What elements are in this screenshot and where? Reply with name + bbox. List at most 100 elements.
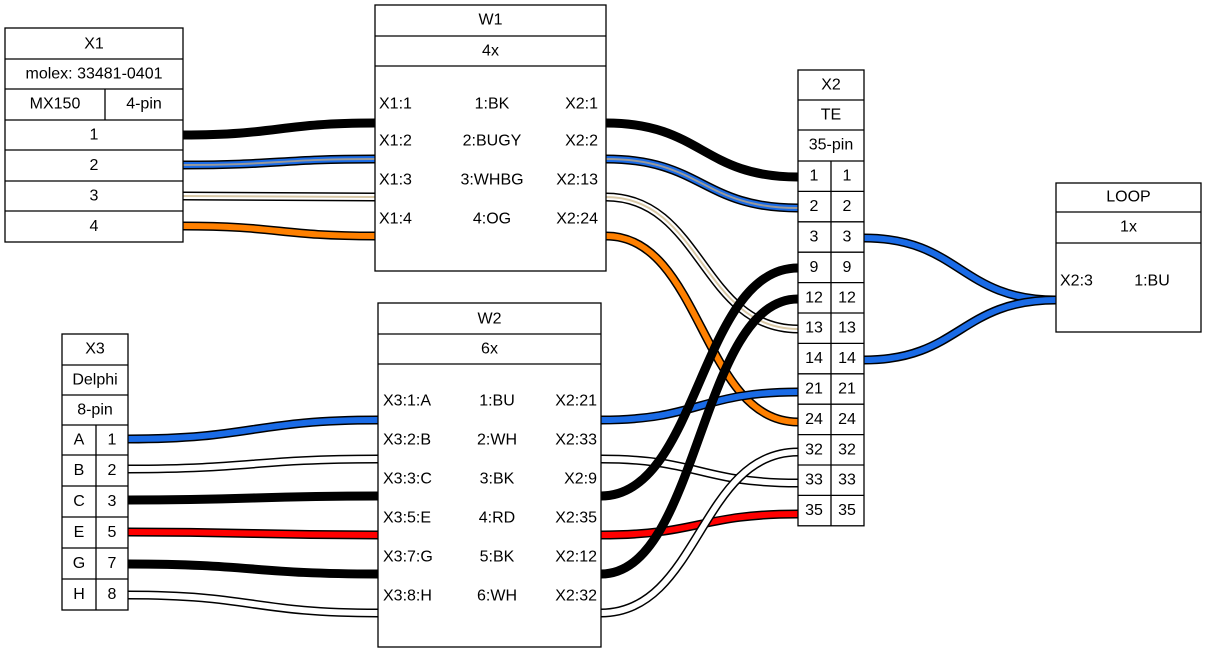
- x3-pin-label: G: [73, 555, 85, 572]
- x2-pin-right: 35: [838, 502, 856, 519]
- x1-title: X1: [84, 36, 104, 53]
- w2-wire-from: X3:8:H: [383, 588, 432, 605]
- w2-wire-label: 1:BU: [479, 393, 515, 410]
- loop-wire-label: 1:BU: [1134, 273, 1170, 290]
- x3-pin-label: B: [74, 462, 85, 479]
- w1-wire-from: X1:3: [379, 172, 412, 189]
- x2-pin-left: 14: [805, 350, 823, 367]
- x2-title: X2: [821, 77, 841, 94]
- w1-wire-label: 1:BK: [475, 96, 510, 113]
- x2-pincount: 35-pin: [809, 137, 853, 154]
- w1-box: [374, 4, 607, 272]
- connector-x3: X3 Delphi 8-pin A 1 B 2 C 3 E 5 G 7 H 8: [61, 333, 129, 611]
- w2-wire-from: X3:2:B: [383, 432, 431, 449]
- x3-pin-label: E: [74, 524, 85, 541]
- w2-count: 6x: [481, 341, 498, 358]
- w1-wire-to: X2:2: [565, 133, 598, 150]
- x1-type: MX150: [30, 96, 81, 113]
- w2-wire-from: X3:1:A: [383, 393, 431, 410]
- x3-pin-num: 1: [108, 432, 117, 449]
- w1-wire-from: X1:1: [379, 96, 412, 113]
- w2-box: [377, 302, 602, 648]
- cable-w1: W1 4x X1:1 1:BK X2:1 X1:2 2:BUGY X2:2 X1:3 3:WHBG…: [374, 4, 607, 272]
- x1-info: molex: 33481-0401: [26, 66, 163, 83]
- w1-wire-4: [182, 221, 799, 427]
- connector-x1: X1 molex: 33481-0401 MX150 4-pin 1 2 3 4: [4, 27, 184, 243]
- x2-pin-left: 2: [810, 198, 819, 215]
- w1-wire-from: X1:2: [379, 133, 412, 150]
- w1-wire-to: X2:13: [556, 172, 598, 189]
- w2-title: W2: [478, 311, 502, 328]
- x1-pin-3: 3: [90, 188, 99, 205]
- w2-wire-label: 3:BK: [480, 471, 515, 488]
- x2-pin-right: 24: [838, 411, 856, 428]
- w2-wire-to: X2:32: [555, 588, 597, 605]
- x2-pin-left: 9: [810, 259, 819, 276]
- w2-wire-to: X2:21: [555, 393, 597, 410]
- w1-wire-label: 4:OG: [473, 211, 511, 228]
- cable-loop: LOOP 1x X2:3 1:BU: [1055, 182, 1202, 333]
- w1-wire-label: 3:WHBG: [460, 172, 523, 189]
- x2-manufacturer: TE: [821, 107, 841, 124]
- w1-wire-label: 2:BUGY: [463, 133, 522, 150]
- w2-wire-5: [127, 294, 799, 579]
- x2-pin-right: 1: [843, 168, 852, 185]
- x2-pin-left: 35: [805, 502, 823, 519]
- w2-wire-to: X2:33: [555, 432, 597, 449]
- x3-title: X3: [85, 341, 105, 358]
- w1-wire-to: X2:24: [556, 211, 598, 228]
- x2-pin-left: 21: [805, 381, 823, 398]
- x2-pin-right: 3: [843, 229, 852, 246]
- w2-wire-3: [127, 263, 799, 505]
- x2-pin-right: 13: [838, 320, 856, 337]
- loop-count: 1x: [1120, 219, 1137, 236]
- w2-wire-from: X3:5:E: [383, 510, 431, 527]
- x2-pin-left: 32: [805, 441, 823, 458]
- x3-pin-num: 2: [108, 462, 117, 479]
- x2-pin-right: 21: [838, 381, 856, 398]
- x3-pin-label: A: [74, 432, 85, 449]
- x2-pin-right: 33: [838, 472, 856, 489]
- x1-pin-1: 1: [90, 127, 99, 144]
- cable-w2: W2 6x X3:1:A 1:BU X2:21 X3:2:B 2:WH X2:33 X3:3:C…: [377, 302, 602, 648]
- x3-pin-num: 8: [108, 586, 117, 603]
- w1-wire-from: X1:4: [379, 211, 412, 228]
- loop-wire-b: [863, 295, 1201, 365]
- w2-wire-label: 4:RD: [479, 510, 515, 527]
- loop-box: [1055, 182, 1202, 333]
- x1-pin-4: 4: [90, 218, 99, 235]
- x1-box: [4, 27, 184, 243]
- x2-pin-left: 12: [805, 289, 823, 306]
- x2-pin-right: 14: [838, 350, 856, 367]
- w2-wire-label: 5:BK: [480, 549, 515, 566]
- x3-pin-label: C: [73, 493, 85, 510]
- x1-pin-2: 2: [90, 157, 99, 174]
- w2-wire-to: X2:12: [555, 549, 597, 566]
- x2-pin-left: 3: [810, 229, 819, 246]
- w1-wire-3: [182, 191, 799, 334]
- x3-pincount: 8-pin: [77, 402, 113, 419]
- w1-wire-to: X2:1: [565, 96, 598, 113]
- loop-wire-from: X2:3: [1060, 273, 1093, 290]
- w2-wire-label: 6:WH: [477, 588, 517, 605]
- x3-pin-num: 3: [108, 493, 117, 510]
- w2-wire-from: X3:3:C: [383, 471, 432, 488]
- x3-manufacturer: Delphi: [72, 372, 117, 389]
- loop-title: LOOP: [1106, 189, 1150, 206]
- w1-title: W1: [479, 12, 503, 29]
- w1-count: 4x: [482, 43, 499, 60]
- x3-box: [61, 333, 129, 611]
- x2-pin-left: 33: [805, 472, 823, 489]
- x2-pin-right: 9: [843, 259, 852, 276]
- x2-pin-right: 12: [838, 289, 856, 306]
- w2-wire-label: 2:WH: [477, 432, 517, 449]
- x3-pin-label: H: [73, 586, 85, 603]
- w2-wire-to: X2:35: [555, 510, 597, 527]
- w2-wire-to: X2:9: [564, 471, 597, 488]
- x2-pin-right: 32: [838, 441, 856, 458]
- x3-pin-num: 5: [108, 524, 117, 541]
- w2-wire-from: X3:7:G: [383, 549, 433, 566]
- x2-pin-right: 2: [843, 198, 852, 215]
- x1-pincount: 4-pin: [126, 96, 162, 113]
